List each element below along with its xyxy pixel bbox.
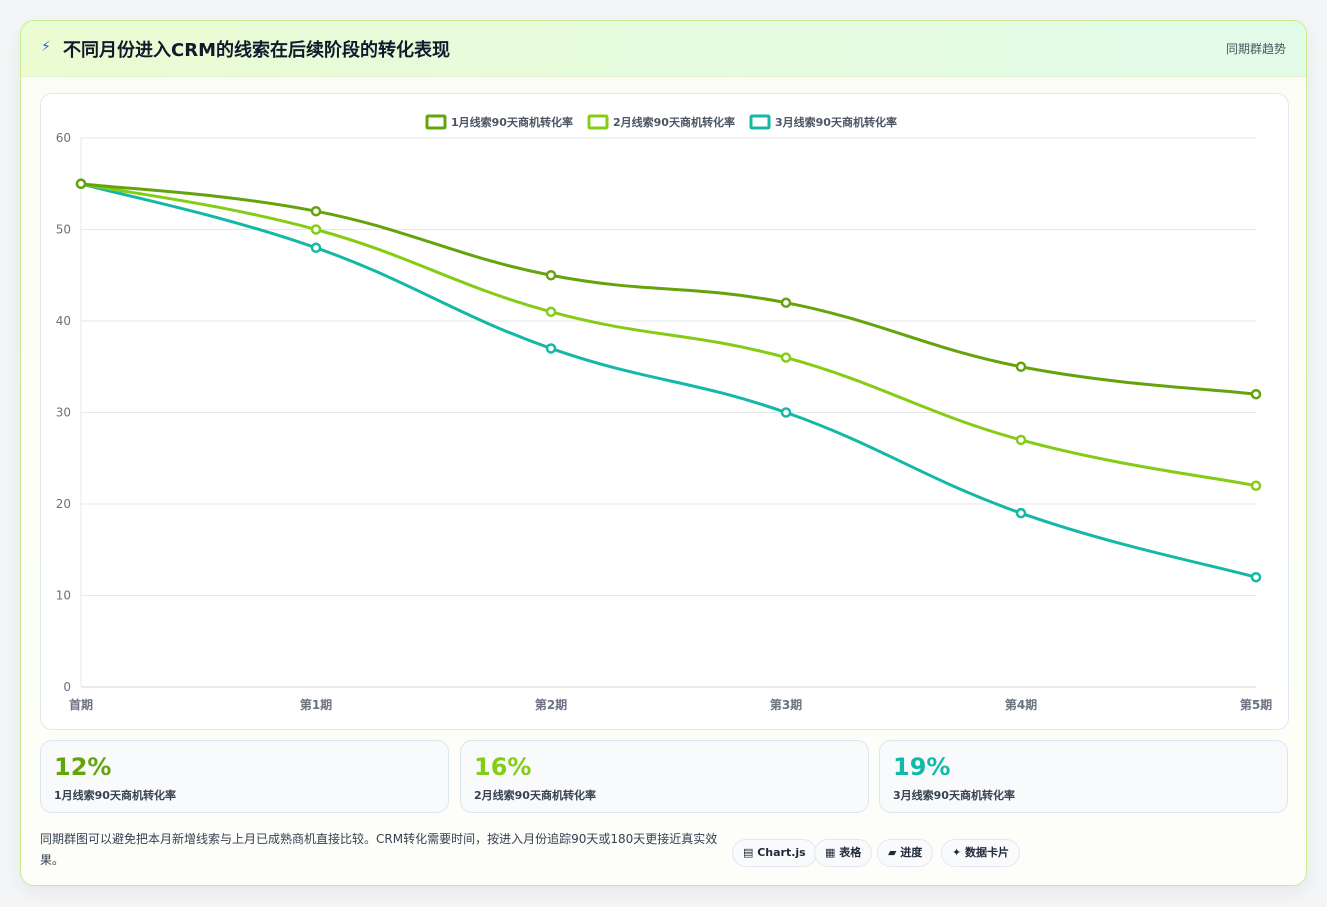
data-point [545, 306, 557, 318]
stat-value: 12% [54, 753, 112, 781]
x-tick-label: 第5期 [1240, 697, 1272, 712]
y-tick-label: 40 [56, 314, 71, 328]
card-title: 不同月份进入CRM的线索在后续阶段的转化表现 [63, 40, 450, 61]
stat-label: 1月线索90天商机转化率 [54, 789, 176, 802]
data-point [1250, 571, 1262, 583]
data-point [310, 242, 322, 254]
y-tick-label: 30 [56, 406, 71, 420]
data-card-pill[interactable]: ✦ 数据卡片 [941, 839, 1021, 867]
y-tick-label: 0 [63, 680, 71, 694]
stat-card-jan: 12% 1月线索90天商机转化率 [40, 740, 449, 813]
y-tick-label: 60 [56, 131, 71, 145]
progress-pill[interactable]: ▰ 进度 [877, 839, 934, 867]
chartjs-pill[interactable]: ▤ Chart.js [732, 839, 817, 867]
chart-card: ⚡ 不同月份进入CRM的线索在后续阶段的转化表现 同期群趋势 0 10 20 30 40… [20, 20, 1307, 886]
legend-label: 3月线索90天商机转化率 [775, 115, 897, 129]
series-line [80, 182, 1257, 396]
chart-panel: 0 10 20 30 40 50 60 首期 第1期 第2期 第3期 第4期 第5期 1月线索90天商机转… [40, 93, 1289, 730]
stat-label: 3月线索90天商机转化率 [893, 789, 1015, 802]
card-header: ⚡ 不同月份进入CRM的线索在后续阶段的转化表现 同期群趋势 [21, 21, 1306, 77]
y-tick-label: 50 [56, 223, 71, 237]
stat-label: 2月线索90天商机转化率 [474, 789, 596, 802]
legend-label: 2月线索90天商机转化率 [613, 115, 735, 129]
data-point [780, 352, 792, 363]
data-point [310, 224, 322, 235]
data-point [1015, 434, 1027, 446]
stat-value: 19% [893, 753, 951, 781]
data-point [545, 343, 557, 354]
lightning-icon: ⚡ [41, 39, 51, 55]
x-tick-label: 第3期 [770, 697, 802, 712]
footer-note: 同期群图可以避免把本月新增线索与上月已成熟商机直接比较。CRM转化需要时间，按进… [40, 832, 718, 867]
legend-swatch [749, 114, 771, 130]
data-point [1250, 388, 1262, 400]
table-pill[interactable]: ▦ 表格 [814, 839, 873, 867]
legend-label: 1月线索90天商机转化率 [451, 115, 573, 129]
data-point [780, 407, 792, 418]
stat-value: 16% [474, 753, 532, 781]
data-point [1250, 480, 1262, 491]
data-point [780, 297, 792, 308]
legend-swatch [425, 114, 447, 130]
x-tick-label: 第1期 [300, 697, 332, 712]
legend-swatch [587, 114, 609, 130]
y-tick-label: 10 [56, 589, 71, 603]
data-point [545, 270, 557, 281]
data-point [1015, 507, 1027, 519]
series-line [80, 182, 1257, 488]
data-point [310, 205, 322, 217]
data-point [75, 178, 87, 189]
header-tag: 同期群趋势 [1225, 42, 1286, 56]
stat-card-feb: 16% 2月线索90天商机转化率 [460, 740, 869, 813]
y-tick-label: 20 [56, 497, 71, 511]
x-tick-label: 第2期 [535, 697, 567, 712]
line-chart: 0 10 20 30 40 50 60 首期 第1期 第2期 第3期 第4期 第5期 1月线索90天商机转… [56, 114, 1272, 712]
series-line [80, 182, 1257, 579]
x-tick-label: 第4期 [1005, 697, 1037, 712]
stat-card-mar: 19% 3月线索90天商机转化率 [879, 740, 1288, 813]
x-tick-label: 首期 [69, 697, 93, 712]
data-point [1015, 361, 1027, 372]
